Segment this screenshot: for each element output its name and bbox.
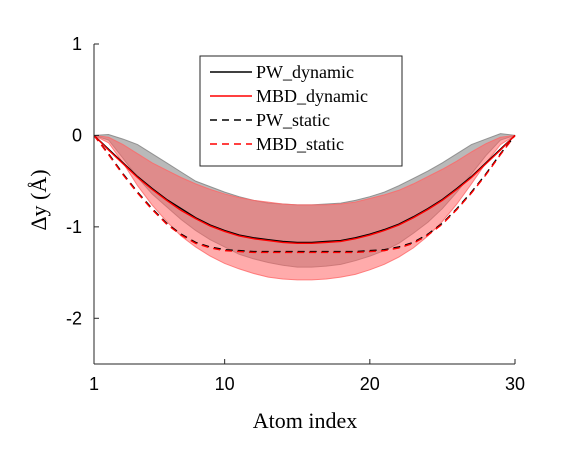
tick-labels: 10-1-21 10 20 30 <box>66 34 525 394</box>
series-lines <box>93 134 516 254</box>
x-axis-label: Atom index <box>253 408 358 433</box>
legend-label: PW_dynamic <box>256 62 354 82</box>
legend-box <box>199 55 403 167</box>
x-tick-label: 10 <box>215 374 235 394</box>
axes <box>93 43 516 365</box>
y-tick-label: -1 <box>66 217 82 237</box>
x-tick-label: 1 <box>89 374 99 394</box>
series-line-mbd-dynamic <box>93 134 516 245</box>
y-tick-label: -2 <box>66 308 82 328</box>
legend: PW_dynamic MBD_dynamic PW_static MBD_static <box>199 55 403 167</box>
series-line-mbd-static <box>93 135 516 254</box>
y-tick-label: 0 <box>72 125 82 145</box>
x-tick-label: 20 <box>360 374 380 394</box>
series-line-pw-dynamic <box>93 134 516 244</box>
x-tick-label: 30 <box>505 374 525 394</box>
legend-label: PW_static <box>256 110 330 130</box>
y-axis-label: Δy (Å) <box>26 169 51 230</box>
legend-label: MBD_static <box>256 134 344 154</box>
legend-label: MBD_dynamic <box>256 86 368 106</box>
y-tick-label: 1 <box>72 34 82 54</box>
